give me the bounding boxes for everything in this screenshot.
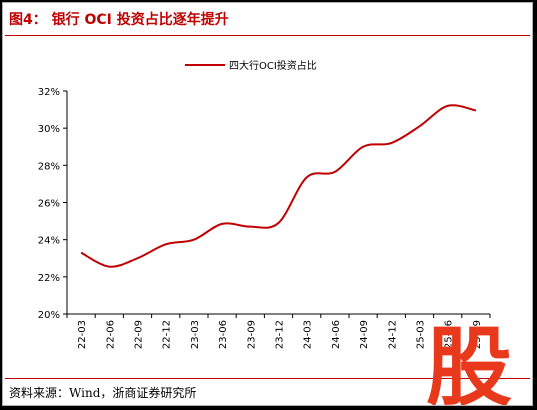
x-tick-label: 23-06 <box>218 320 229 349</box>
y-tick-label: 30% <box>38 124 60 135</box>
x-tick-label: 23-12 <box>275 320 286 349</box>
x-tick-label: 23-09 <box>246 320 257 349</box>
y-tick-label: 20% <box>38 310 60 321</box>
y-axis: 20% 22% 24% 26% 28% 30% 32% <box>38 87 68 321</box>
series-line <box>80 104 477 268</box>
chart-title: 图4： 银行 OCI 投资占比逐年提升 <box>9 12 229 28</box>
x-tick-label: 23-03 <box>190 320 201 349</box>
x-tick-label: 22-06 <box>105 320 116 349</box>
footer-divider <box>5 378 530 379</box>
x-tick-label: 24-12 <box>387 320 398 349</box>
x-tick-label: 25-03 <box>416 320 427 349</box>
y-tick-label: 26% <box>38 199 60 210</box>
x-tick-label: 22-09 <box>134 320 145 349</box>
x-axis: 22-03 22-06 22-09 22-12 23-03 23-06 23-09 23-12… <box>66 313 491 349</box>
x-tick-label: 22-03 <box>77 320 88 349</box>
legend: 四大行OCI投资占比 <box>185 59 317 72</box>
y-tick-label: 22% <box>38 273 60 284</box>
x-tick-label: 24-09 <box>359 320 370 349</box>
y-tick-label: 28% <box>38 161 60 172</box>
title-divider <box>5 35 530 36</box>
x-tick-label: 25-06 <box>444 320 455 349</box>
x-tick-label: 24-03 <box>303 320 314 349</box>
y-tick-label: 24% <box>38 236 60 247</box>
series-layer <box>80 104 477 268</box>
legend-label: 四大行OCI投资占比 <box>229 59 317 72</box>
line-chart: 四大行OCI投资占比 20%22%24%26%28%30%32% 22-03 22… <box>38 59 491 349</box>
source-note: 资料来源：Wind，浙商证券研究所 <box>9 386 197 400</box>
x-tick-label: 24-06 <box>331 320 342 349</box>
y-tick-label: 32% <box>38 87 60 98</box>
stock-character-logo-icon: 股 <box>426 319 512 406</box>
x-tick-label: 25-09 <box>472 320 483 349</box>
chart-card: 图4： 银行 OCI 投资占比逐年提升 四大行OCI投资占比 20% 22% 24%… <box>2 2 533 406</box>
watermark-glyph: 股 <box>426 319 512 406</box>
x-tick-label: 22-12 <box>162 320 173 349</box>
